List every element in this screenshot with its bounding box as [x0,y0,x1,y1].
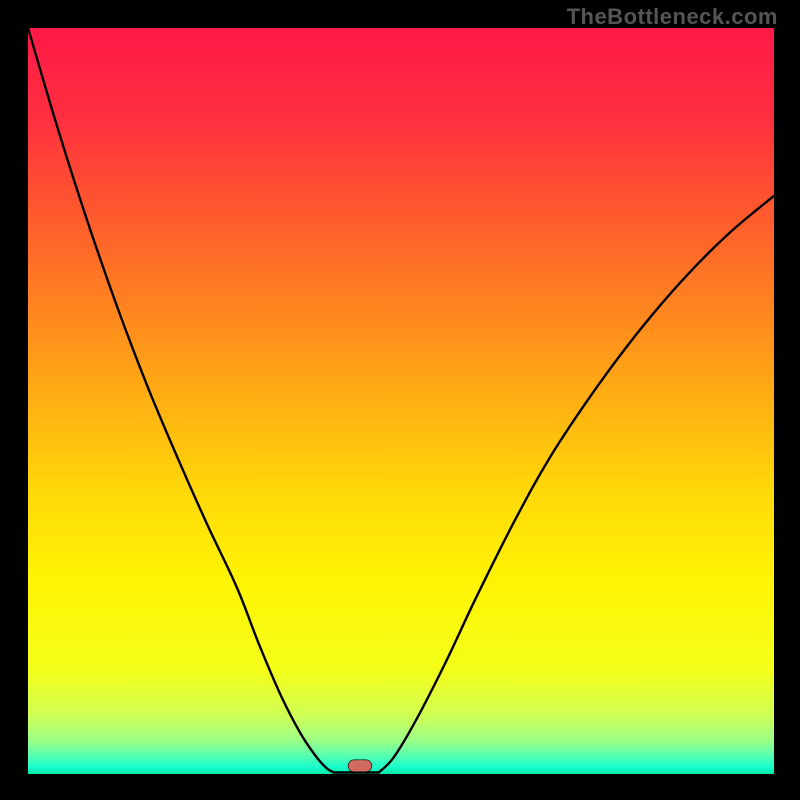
plot-area [28,28,774,774]
optimal-marker [348,760,372,772]
watermark-text: TheBottleneck.com [567,4,778,30]
chart-stage: TheBottleneck.com [0,0,800,800]
gradient-background [28,28,774,774]
bottleneck-chart [28,28,774,774]
